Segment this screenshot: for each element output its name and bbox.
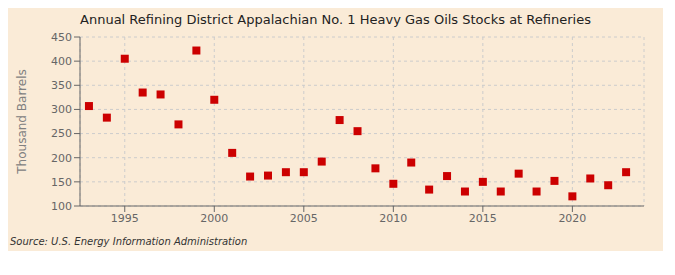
svg-text:2000: 2000 [200, 212, 228, 225]
html-text:Source: U.S. Energy Informatio: Source: U.S. Energy Information Administ… [10, 236, 248, 247]
svg-text:300: 300 [51, 103, 72, 116]
svg-text:100: 100 [51, 200, 72, 213]
svg-text:350: 350 [51, 79, 72, 92]
svg-text:450: 450 [51, 31, 72, 44]
svg-text:2005: 2005 [290, 212, 318, 225]
svg-text:2015: 2015 [469, 212, 497, 225]
svg-text:200: 200 [51, 152, 72, 165]
svg-text:250: 250 [51, 127, 72, 140]
svg-text:2020: 2020 [558, 212, 586, 225]
html-text:Annual Refining District Appal: Annual Refining District Appalachian No.… [80, 12, 591, 27]
svg-text:Thousand Barrels: Thousand Barrels [15, 69, 29, 174]
svg-text:150: 150 [51, 176, 72, 189]
svg-text:2010: 2010 [379, 212, 407, 225]
svg-text:400: 400 [51, 55, 72, 68]
svg-text:1995: 1995 [111, 212, 139, 225]
